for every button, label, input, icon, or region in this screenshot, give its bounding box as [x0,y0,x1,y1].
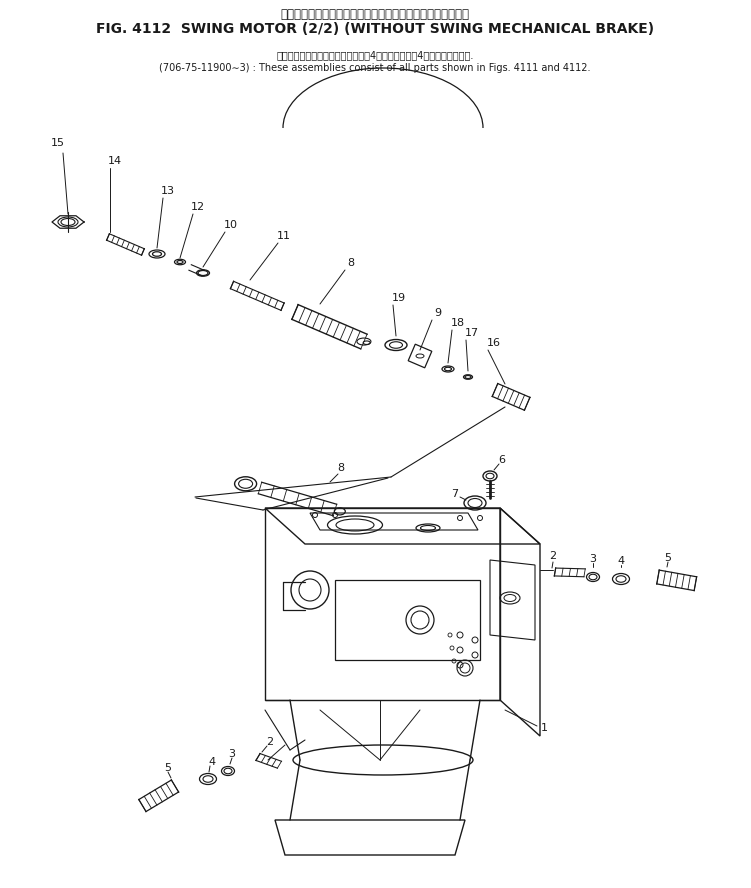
Text: 4: 4 [617,556,625,566]
Text: 4: 4 [209,757,216,767]
Text: 9: 9 [434,308,442,318]
Text: 17: 17 [465,328,479,338]
Text: 19: 19 [392,293,406,303]
Text: 1: 1 [541,723,547,733]
Text: 5: 5 [164,763,171,773]
Text: これらのアセンブリの構成部品は第4１１図および第4１２図を含みます.: これらのアセンブリの構成部品は第4１１図および第4１２図を含みます. [276,50,474,60]
Text: 12: 12 [191,202,205,212]
Text: 6: 6 [499,455,505,465]
Text: 2: 2 [550,551,556,561]
Text: スイング　モータ　　　　　　旋回メカニカルブレーキなし: スイング モータ 旋回メカニカルブレーキなし [281,7,469,20]
Text: 3: 3 [590,554,596,564]
Text: 8: 8 [348,258,354,268]
Text: 18: 18 [451,318,465,328]
Text: 7: 7 [451,489,459,499]
Text: 3: 3 [228,749,236,759]
Text: 15: 15 [51,138,65,148]
Text: FIG. 4112  SWING MOTOR (2/2) (WITHOUT SWING MECHANICAL BRAKE): FIG. 4112 SWING MOTOR (2/2) (WITHOUT SWI… [96,22,654,36]
Text: 5: 5 [665,553,671,563]
Text: 8: 8 [337,463,345,473]
Text: 2: 2 [267,737,273,747]
Text: (706-75-11900∼3) : These assemblies consist of all parts shown in Figs. 4111 and: (706-75-11900∼3) : These assemblies cons… [159,63,591,73]
Text: 10: 10 [224,220,238,230]
Text: 16: 16 [487,338,501,348]
Text: 11: 11 [277,231,291,241]
Text: 13: 13 [161,186,175,196]
Text: 14: 14 [108,156,122,166]
